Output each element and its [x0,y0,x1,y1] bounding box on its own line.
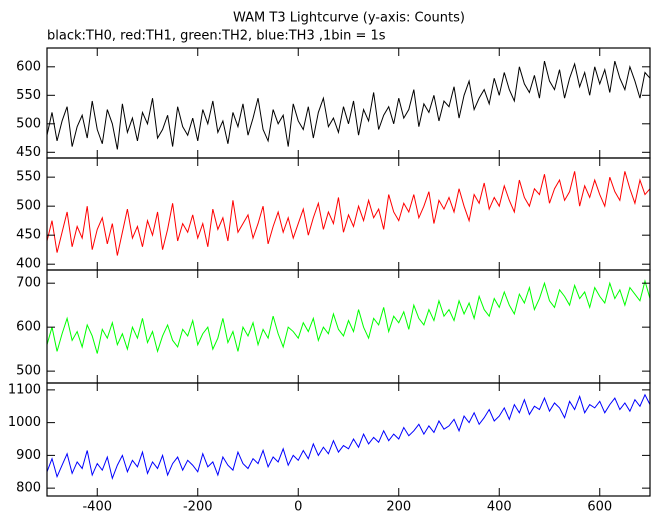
y-tick-label: 500 [16,199,41,214]
x-tick-label: 400 [487,500,512,515]
panel-frame [46,269,651,384]
y-tick-label: 700 [16,276,41,291]
y-tick-label: 400 [16,257,41,272]
y-tick-label: 1000 [8,415,41,430]
y-tick-label: 1100 [8,382,41,397]
y-tick-label: 550 [16,88,41,103]
x-tick-label: 600 [587,500,612,515]
y-tick-label: 450 [16,145,41,160]
y-tick-label: 800 [16,481,41,496]
y-tick-label: 600 [16,320,41,335]
series-line [47,279,650,354]
chart-subtitle: black:TH0, red:TH1, green:TH2, blue:TH3 … [47,29,386,44]
x-tick-label: 0 [294,500,302,515]
chart-title: WAM T3 Lightcurve (y-axis: Counts) [233,11,465,26]
y-tick-label: 600 [16,59,41,74]
x-tick-label: -200 [183,500,213,515]
panel-frame [46,47,651,159]
y-tick-label: 550 [16,170,41,185]
series-line [47,60,650,150]
series-line [47,171,650,256]
series-line [47,393,650,481]
y-tick-label: 500 [16,364,41,379]
y-tick-label: 900 [16,448,41,463]
y-tick-label: 450 [16,228,41,243]
y-tick-label: 500 [16,116,41,131]
panel-frame [46,382,651,497]
x-tick-label: 200 [386,500,411,515]
x-tick-label: -400 [82,500,112,515]
